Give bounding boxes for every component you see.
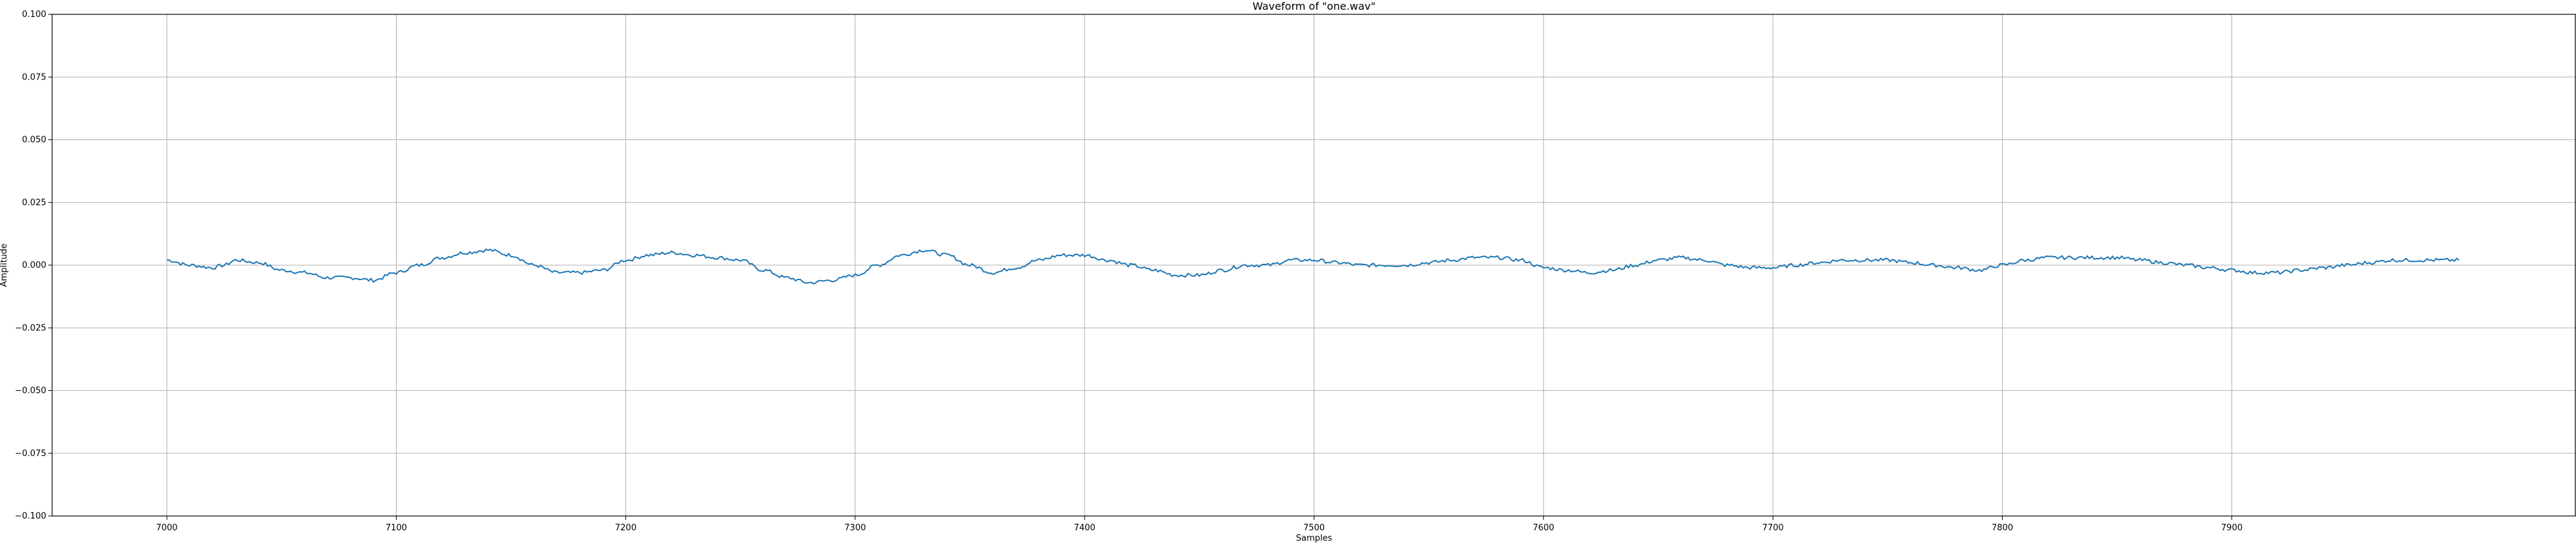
- y-tick-label: −0.075: [15, 449, 46, 459]
- y-tick-label: −0.025: [15, 323, 46, 333]
- x-tick-label: 7600: [1533, 523, 1554, 533]
- y-tick-label: 0.025: [22, 198, 46, 208]
- x-tick-label: 7000: [156, 523, 178, 533]
- y-tick-label: 0.100: [22, 10, 46, 20]
- x-tick-label: 7400: [1074, 523, 1096, 533]
- y-axis-label: Amplitude: [0, 244, 9, 287]
- x-tick-label: 7800: [1992, 523, 2013, 533]
- x-tick-label: 7100: [386, 523, 407, 533]
- y-tick-label: 0.075: [22, 72, 46, 82]
- y-tick-label: −0.050: [15, 386, 46, 396]
- x-tick-label: 7900: [2221, 523, 2243, 533]
- chart-title: Waveform of "one.wav": [1253, 0, 1376, 12]
- y-axis-ticks: 0.100 0.075 0.050 0.025 0.000 −0.025 −0.050 −0.…: [15, 10, 52, 521]
- x-tick-label: 7500: [1303, 523, 1325, 533]
- x-axis-ticks: 7000 7100 7200 7300 7400 7500 7600 7700 7800 7900: [156, 516, 2243, 533]
- x-tick-label: 7700: [1762, 523, 1783, 533]
- x-tick-label: 7300: [844, 523, 866, 533]
- x-tick-label: 7200: [615, 523, 636, 533]
- y-tick-label: 0.000: [22, 261, 46, 270]
- y-tick-label: 0.050: [22, 136, 46, 145]
- y-tick-label: −0.100: [15, 511, 46, 521]
- series-line-waveform: [167, 248, 2459, 285]
- x-axis-label: Samples: [1296, 534, 1333, 543]
